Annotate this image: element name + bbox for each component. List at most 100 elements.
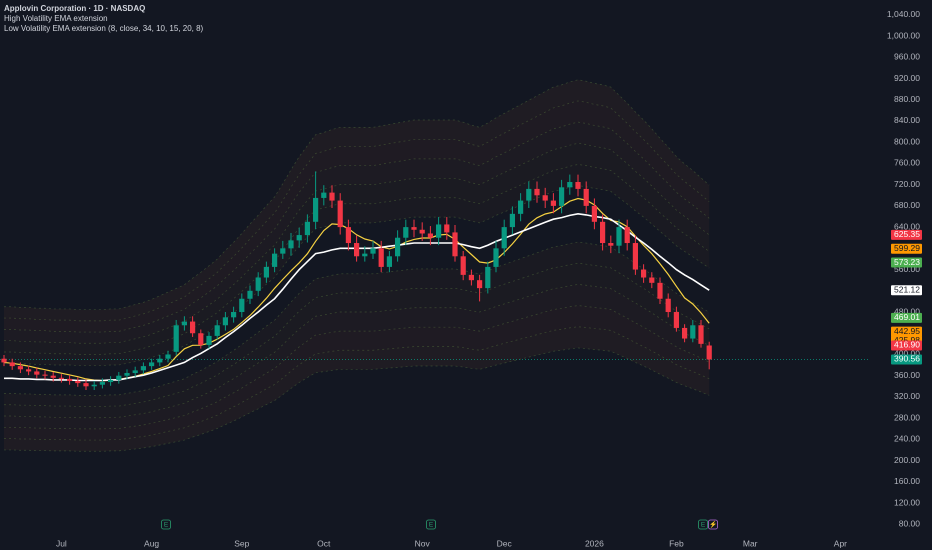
candle-body	[247, 290, 253, 299]
y-tick-label: 920.00	[894, 73, 920, 83]
y-tick-label: 1,040.00	[887, 9, 920, 19]
candle-body	[657, 282, 663, 299]
x-tick-label: Aug	[144, 538, 159, 548]
candle-body	[485, 266, 491, 289]
candle-body	[673, 312, 679, 328]
candle-body	[419, 229, 425, 234]
volatility-band	[4, 164, 710, 366]
candle-body	[427, 233, 433, 238]
volatility-band	[4, 305, 710, 441]
volatility-band	[4, 122, 710, 344]
chart-title: Applovin Corporation · 1D · NASDAQ	[4, 4, 145, 13]
volatility-band	[4, 143, 710, 355]
x-tick-label: Sep	[234, 538, 249, 548]
price-label: 425.98	[894, 335, 920, 345]
price-label-box	[891, 243, 922, 254]
y-tick-label: 320.00	[894, 391, 920, 401]
x-tick-label: Dec	[497, 538, 513, 548]
x-tick-label: Mar	[743, 538, 758, 548]
candle-body	[362, 253, 368, 257]
volatility-band	[4, 263, 710, 418]
event-marker	[708, 519, 718, 530]
candle-body	[149, 362, 155, 367]
price-label-box	[891, 312, 922, 323]
x-tick-label: Apr	[834, 538, 847, 548]
candle-body	[132, 370, 138, 374]
event-label: E	[429, 522, 434, 529]
candle-body	[99, 382, 105, 385]
y-tick-label: 760.00	[894, 158, 920, 168]
price-label: 416.90	[894, 340, 920, 350]
event-marker	[161, 519, 171, 530]
x-tick-label: Nov	[415, 538, 431, 548]
y-tick-label: 200.00	[894, 455, 920, 465]
candle-body	[157, 358, 163, 363]
band-edge	[4, 100, 710, 322]
y-tick-label: 280.00	[894, 412, 920, 422]
candle-body	[690, 325, 696, 339]
candle-body	[345, 227, 351, 244]
y-tick-label: 960.00	[894, 52, 920, 62]
y-tick-label: 560.00	[894, 264, 920, 274]
candle-body	[436, 224, 442, 238]
candle-body	[444, 224, 450, 233]
candle-body	[468, 274, 474, 281]
candle-body	[616, 227, 622, 246]
candle-body	[296, 235, 302, 241]
candle-body	[263, 266, 269, 278]
price-label: 469.01	[894, 312, 920, 322]
y-tick-label: 680.00	[894, 200, 920, 210]
candle-body	[83, 383, 89, 387]
candle-body	[567, 182, 573, 188]
y-tick-label: 800.00	[894, 136, 920, 146]
candle-body	[493, 248, 499, 267]
y-tick-label: 360.00	[894, 370, 920, 380]
candle-body	[452, 232, 458, 257]
band-edge	[4, 284, 710, 419]
plot-area	[0, 79, 870, 452]
candle-body	[354, 243, 360, 257]
candle-body	[411, 227, 417, 230]
indicator-label: High Volatility EMA extension	[4, 14, 108, 23]
candle-body	[124, 373, 130, 376]
candle-body	[534, 188, 540, 196]
y-tick-label: 160.00	[894, 476, 920, 486]
candle-body	[190, 321, 196, 334]
candle-body	[288, 240, 294, 249]
y-tick-label: 480.00	[894, 306, 920, 316]
event-marker	[426, 519, 436, 530]
volatility-band	[4, 100, 710, 333]
candle-body	[313, 197, 319, 222]
candle-body	[181, 321, 187, 326]
candle-body	[395, 237, 401, 257]
candle-body	[460, 256, 466, 275]
y-tick-label: 240.00	[894, 434, 920, 444]
candle-body	[329, 192, 335, 201]
candle-body	[9, 362, 15, 367]
price-label: 521.12	[894, 284, 920, 294]
candle-body	[58, 377, 64, 379]
y-tick-label: 1,000.00	[887, 30, 920, 40]
candle-body	[608, 243, 614, 246]
event-marker	[698, 519, 708, 530]
volatility-band	[4, 284, 710, 429]
x-tick-label: 2026	[585, 538, 604, 548]
candle-body	[231, 312, 237, 318]
y-tick-label: 80.00	[899, 519, 921, 529]
candle-body	[337, 200, 343, 228]
band-edge	[4, 347, 710, 452]
candle-body	[222, 317, 228, 326]
price-label: 390.56	[894, 354, 920, 364]
band-edge	[4, 241, 710, 396]
y-tick-label: 840.00	[894, 115, 920, 125]
candle-body	[67, 378, 73, 381]
price-label-box	[891, 257, 922, 268]
candle-body	[600, 221, 606, 244]
event-label: E	[164, 522, 169, 529]
candle-body	[632, 243, 638, 270]
candle-body	[239, 298, 245, 313]
candle-body	[42, 374, 48, 376]
candle-body	[575, 182, 581, 189]
